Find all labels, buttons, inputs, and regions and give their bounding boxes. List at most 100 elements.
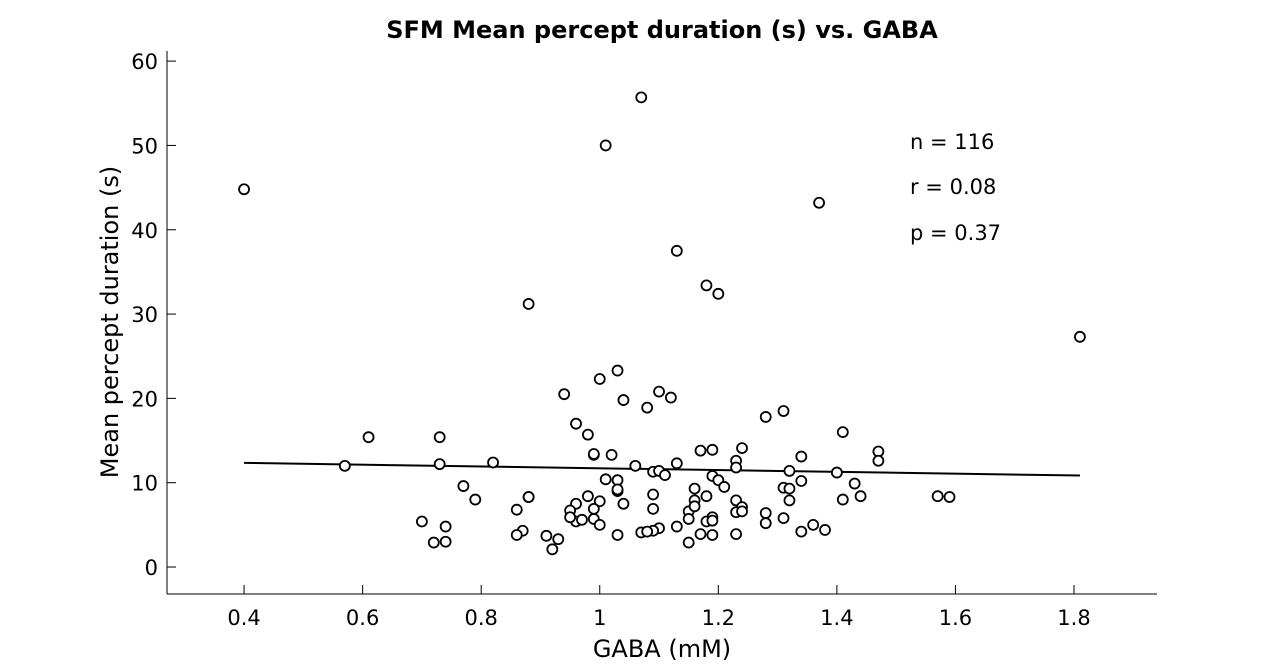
data-point	[682, 536, 695, 549]
data-point	[836, 493, 849, 506]
y-tick-label: 60	[131, 50, 158, 74]
data-point	[611, 364, 624, 377]
data-point	[854, 490, 867, 503]
data-point	[593, 518, 606, 531]
data-point	[783, 464, 796, 477]
y-tick-label: 0	[145, 556, 158, 580]
x-tick-label: 1.8	[1057, 606, 1090, 630]
data-point	[795, 525, 808, 538]
data-point	[730, 528, 743, 541]
data-point	[664, 391, 677, 404]
data-point	[641, 525, 654, 538]
data-point	[712, 287, 725, 300]
data-point	[510, 529, 523, 541]
data-point	[510, 503, 523, 516]
data-point	[694, 444, 707, 457]
data-point	[457, 480, 470, 492]
data-point	[641, 401, 654, 414]
x-axis-label: GABA (mM)	[593, 635, 731, 663]
data-point	[522, 298, 535, 310]
data-point	[670, 457, 683, 470]
data-point	[581, 428, 594, 441]
x-tick-label: 0.4	[227, 606, 260, 630]
chart-title: SFM Mean percept duration (s) vs. GABA	[386, 16, 938, 44]
data-point	[593, 495, 606, 508]
annotation-r: r = 0.08	[910, 175, 996, 199]
data-point	[576, 513, 588, 526]
data-point	[362, 431, 375, 444]
data-point	[617, 394, 630, 406]
data-point	[238, 183, 250, 196]
data-point	[433, 458, 446, 471]
data-point	[338, 459, 351, 472]
data-point	[688, 482, 701, 495]
data-point	[759, 517, 772, 530]
data-point	[700, 279, 713, 292]
data-point	[736, 505, 748, 518]
data-point	[611, 529, 624, 541]
data-point	[433, 431, 446, 444]
data-point	[439, 520, 452, 533]
data-point	[670, 244, 683, 257]
data-point	[647, 502, 660, 515]
data-point	[848, 477, 861, 490]
data-point	[581, 490, 594, 503]
data-point	[783, 482, 796, 495]
data-point	[931, 490, 944, 503]
data-point	[635, 91, 648, 104]
data-point	[611, 483, 624, 496]
annotation-n: n = 116	[910, 130, 994, 154]
y-tick-label: 40	[131, 219, 158, 243]
data-point	[706, 443, 719, 456]
data-point	[777, 512, 790, 525]
data-point	[819, 524, 831, 536]
data-point	[943, 491, 956, 503]
data-point	[807, 518, 820, 531]
data-point	[736, 442, 748, 455]
data-point	[653, 385, 665, 398]
data-point	[599, 473, 612, 486]
data-point	[629, 459, 642, 472]
data-point	[564, 511, 577, 524]
data-point	[688, 500, 701, 513]
data-point	[570, 417, 582, 430]
data-point	[830, 466, 843, 479]
data-point	[836, 426, 849, 439]
data-point	[682, 513, 695, 525]
data-point	[416, 515, 428, 528]
annotation-p: p = 0.37	[910, 221, 1001, 245]
data-point	[587, 502, 600, 515]
data-point	[659, 469, 671, 482]
data-point	[759, 411, 772, 423]
data-point	[439, 535, 452, 548]
data-point	[540, 529, 553, 542]
data-point	[469, 493, 482, 506]
data-point	[522, 491, 535, 503]
data-point	[599, 139, 612, 152]
data-point	[587, 448, 600, 460]
data-point	[777, 405, 790, 417]
data-point	[795, 475, 808, 487]
data-point	[795, 450, 808, 463]
x-tick-label: 1.6	[939, 606, 972, 630]
data-point	[670, 520, 683, 533]
y-tick-label: 30	[131, 303, 158, 327]
y-axis-label: Mean percept duration (s)	[96, 166, 124, 478]
data-point	[617, 497, 630, 510]
data-point	[552, 533, 565, 546]
data-point	[706, 529, 719, 541]
y-tick-label: 10	[131, 472, 158, 496]
data-point	[427, 536, 440, 549]
x-tick-label: 0.8	[464, 606, 497, 630]
data-point	[783, 494, 796, 507]
data-point	[605, 448, 618, 461]
x-tick-label: 0.6	[346, 606, 379, 630]
data-point	[730, 461, 743, 474]
data-point	[706, 514, 719, 527]
y-tick-label: 50	[131, 134, 158, 158]
x-ticks: 0.4 0.6 0.8 1 1.2 1.4 1.6 1.8	[227, 585, 1091, 630]
y-ticks: 0 10 20 30 40 50 60	[131, 50, 176, 580]
data-point	[759, 507, 772, 519]
data-point	[647, 488, 660, 501]
